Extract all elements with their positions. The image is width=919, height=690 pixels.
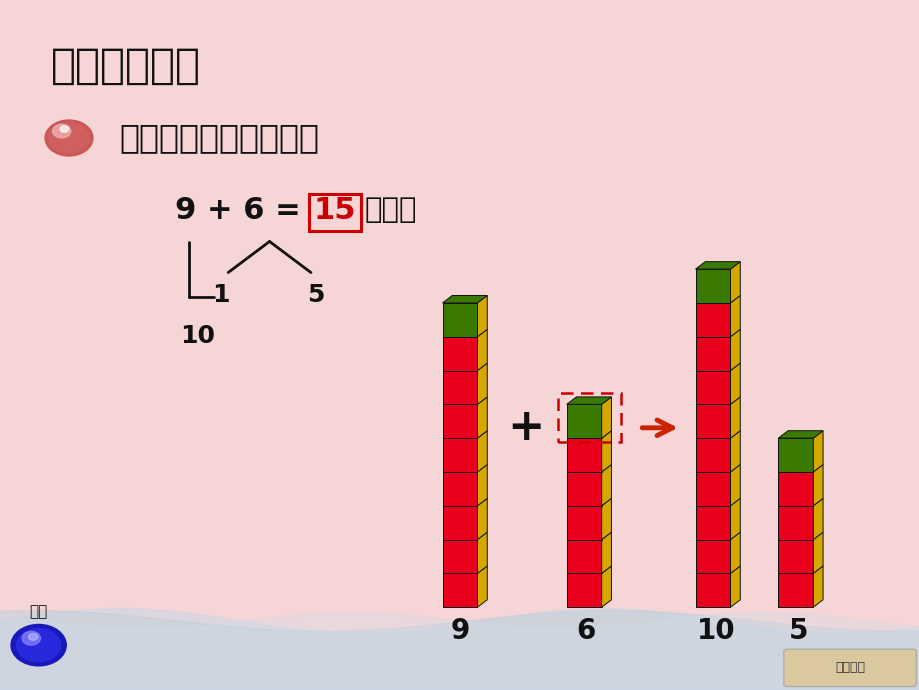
Polygon shape xyxy=(777,506,812,540)
Polygon shape xyxy=(566,573,601,607)
Polygon shape xyxy=(566,438,601,472)
Text: 5: 5 xyxy=(788,618,808,645)
Polygon shape xyxy=(730,532,740,573)
Circle shape xyxy=(17,629,61,662)
Text: 一共有多少名运动员？: 一共有多少名运动员？ xyxy=(119,121,319,155)
Polygon shape xyxy=(601,532,611,573)
Text: 5: 5 xyxy=(307,283,323,307)
Polygon shape xyxy=(566,397,611,404)
Polygon shape xyxy=(812,464,823,506)
Polygon shape xyxy=(695,438,730,472)
Polygon shape xyxy=(601,498,611,540)
Polygon shape xyxy=(695,337,730,371)
Polygon shape xyxy=(442,371,477,404)
Circle shape xyxy=(28,633,38,640)
Polygon shape xyxy=(695,472,730,506)
Circle shape xyxy=(52,124,71,138)
Polygon shape xyxy=(477,431,487,472)
Text: （名）: （名） xyxy=(364,197,416,224)
Polygon shape xyxy=(477,566,487,607)
Polygon shape xyxy=(566,404,601,438)
FancyBboxPatch shape xyxy=(309,194,360,231)
Polygon shape xyxy=(477,329,487,371)
Text: +: + xyxy=(507,406,544,449)
Polygon shape xyxy=(812,498,823,540)
Polygon shape xyxy=(695,404,730,438)
Polygon shape xyxy=(695,506,730,540)
Polygon shape xyxy=(442,438,477,472)
Text: 返回首页: 返回首页 xyxy=(834,662,864,674)
Polygon shape xyxy=(442,337,477,371)
Text: 10: 10 xyxy=(180,324,215,348)
Text: 10: 10 xyxy=(696,618,734,645)
Polygon shape xyxy=(477,498,487,540)
Polygon shape xyxy=(566,506,601,540)
Text: 9: 9 xyxy=(450,618,469,645)
Polygon shape xyxy=(442,472,477,506)
Polygon shape xyxy=(695,573,730,607)
Polygon shape xyxy=(777,472,812,506)
Polygon shape xyxy=(730,329,740,371)
Text: 9 + 6 =: 9 + 6 = xyxy=(175,196,311,225)
Polygon shape xyxy=(812,532,823,573)
Polygon shape xyxy=(442,295,487,303)
Polygon shape xyxy=(730,262,740,303)
Polygon shape xyxy=(777,540,812,573)
Polygon shape xyxy=(730,431,740,472)
Polygon shape xyxy=(695,540,730,573)
Polygon shape xyxy=(730,498,740,540)
Text: 6: 6 xyxy=(575,618,596,645)
Circle shape xyxy=(45,120,93,156)
Polygon shape xyxy=(730,363,740,404)
Polygon shape xyxy=(442,303,477,337)
Text: 返回: 返回 xyxy=(29,604,48,620)
Polygon shape xyxy=(777,431,823,438)
Polygon shape xyxy=(812,566,823,607)
Polygon shape xyxy=(566,472,601,506)
Polygon shape xyxy=(601,464,611,506)
Polygon shape xyxy=(695,269,730,303)
Polygon shape xyxy=(477,464,487,506)
Polygon shape xyxy=(566,540,601,573)
Polygon shape xyxy=(777,573,812,607)
Text: 15: 15 xyxy=(313,196,356,225)
Polygon shape xyxy=(477,295,487,337)
Polygon shape xyxy=(442,573,477,607)
Polygon shape xyxy=(777,438,812,472)
Text: 二、你说我讲: 二、你说我讲 xyxy=(51,45,200,87)
Polygon shape xyxy=(477,532,487,573)
Text: 1: 1 xyxy=(211,283,230,307)
Circle shape xyxy=(11,624,66,666)
Polygon shape xyxy=(695,262,740,269)
Polygon shape xyxy=(477,397,487,438)
Circle shape xyxy=(49,123,89,153)
Polygon shape xyxy=(601,397,611,438)
Polygon shape xyxy=(601,566,611,607)
Polygon shape xyxy=(695,371,730,404)
Polygon shape xyxy=(730,295,740,337)
Polygon shape xyxy=(812,431,823,472)
Polygon shape xyxy=(477,363,487,404)
Polygon shape xyxy=(730,566,740,607)
Polygon shape xyxy=(730,397,740,438)
Polygon shape xyxy=(695,303,730,337)
Circle shape xyxy=(60,126,69,132)
Polygon shape xyxy=(442,540,477,573)
Polygon shape xyxy=(442,506,477,540)
Polygon shape xyxy=(601,431,611,472)
Circle shape xyxy=(22,631,40,645)
FancyBboxPatch shape xyxy=(783,649,915,687)
Polygon shape xyxy=(730,464,740,506)
Polygon shape xyxy=(442,404,477,438)
